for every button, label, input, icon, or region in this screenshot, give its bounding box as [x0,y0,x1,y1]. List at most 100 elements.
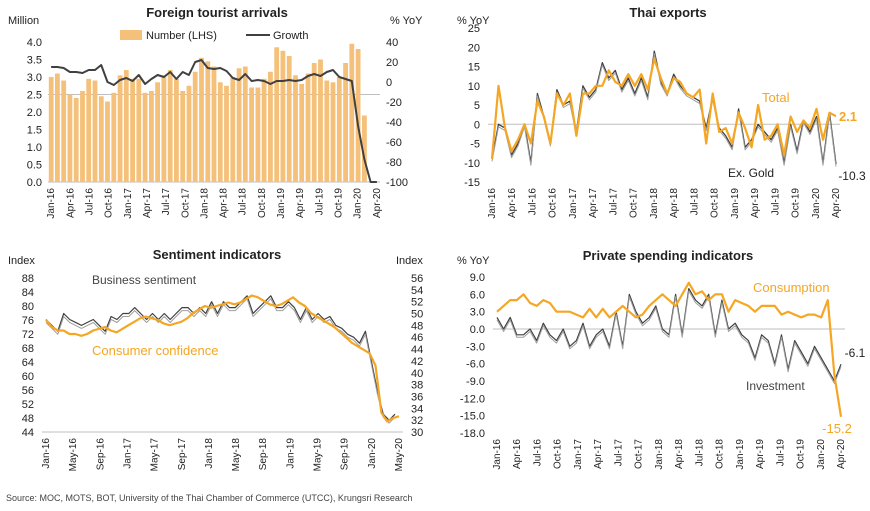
spending-x-tick-label: Jan-16 [492,439,503,470]
chart-title: Private spending indicators [583,248,754,263]
exports-x-tick-label: Jul-17 [608,188,619,216]
y-right-tick-label: 40 [386,37,398,49]
bar-number [105,101,110,182]
bar-number [186,85,192,183]
bar-number [242,66,248,182]
exports-x-tick-label: Jan-17 [568,188,579,219]
bar-number [130,78,135,183]
bar-number [255,87,261,182]
tourists-x-tick-label: Oct-17 [180,188,191,218]
bar-number [98,96,104,183]
bar-number [167,70,173,182]
tourists-x-tick-label: Jan-16 [46,188,57,219]
bar-number [155,82,160,183]
y-tick-label: 10 [468,81,480,93]
bar-number [92,80,98,182]
y-left-tick-label: 76 [22,315,34,327]
y-right-tick-label: -60 [386,137,402,149]
y-left-tick-label: 80 [22,301,34,313]
y-tick-label: 6.0 [470,289,485,301]
y-left-tick-label: 2.5 [27,90,42,102]
y-left-tick-label: 60 [22,371,34,383]
bar-number [61,80,67,182]
y-right-tick-label: 42 [411,356,423,368]
exports-x-tick-label: Oct-17 [629,188,640,218]
bar-number [117,75,123,183]
chart-thai-exports: Thai exports % YoY -15 -10 -5 0 5 10 15 20 25 Total… [435,0,870,235]
sentiment-x-tick-label: May-20 [394,438,405,472]
spending-x-tick-label: Apr-19 [755,439,766,469]
legend-growth-label: Growth [273,30,308,42]
tourists-x-tick-label: Oct-16 [104,188,115,218]
spending-x-tick-label: Apr-20 [836,439,847,469]
line-consumer-confidence [45,294,400,423]
bar-number [336,77,342,182]
bar-number [111,92,117,183]
y-left-tick-label: 88 [22,273,34,285]
y-tick-label: 3.0 [470,307,485,319]
line-investment-shadow [496,290,842,384]
y-right-tick-label: -80 [386,157,402,169]
y-left-tick-label: 3.5 [27,55,42,67]
exports-x-tick-label: Oct-16 [548,188,559,218]
spending-x-tick-label: Oct-17 [634,439,645,469]
y-tick-label: -12.0 [460,393,485,405]
chart-title: Sentiment indicators [153,247,282,262]
exports-x-tick-label: Jan-19 [730,188,741,219]
y-right-tick-label: -100 [386,177,408,189]
bar-number [55,73,60,182]
bar-number [249,87,254,182]
exports-x-tick-label: Apr-20 [831,188,842,218]
y-right-tick-label: 52 [411,297,423,309]
bar-number [67,94,73,182]
y-tick-label: 9.0 [470,272,485,284]
bar-number [123,70,129,182]
spending-x-tick-label: Jul-19 [775,439,786,467]
chart-title: Thai exports [629,5,706,20]
bar-number [343,63,348,182]
y-axis-left-label: Index [8,255,35,267]
y-right-tick-label: 20 [386,57,398,69]
y-right-tick-label: 30 [411,427,423,439]
y-left-tick-label: 2.0 [27,107,42,119]
exports-x-tick-label: Oct-18 [710,188,721,218]
y-tick-label: 20 [468,42,480,54]
spending-x-tick-label: Jan-20 [816,439,827,470]
y-tick-label: -9.0 [466,376,485,388]
sentiment-indicators-svg: Sentiment indicators Index Index 44 48 52 56 60… [8,247,423,472]
bar-number [286,56,292,182]
label-ex-gold: Ex. Gold [728,166,774,180]
label-consumer-confidence: Consumer confidence [92,343,218,358]
bar-number [199,57,204,183]
label-investment-last-value: -6.1 [845,346,866,360]
y-left-tick-label: 1.0 [27,142,42,154]
bar-number [349,43,355,183]
private-spending-svg: Private spending indicators % YoY -18.0 -15… [457,248,866,470]
exports-x-tick-label: Jan-16 [487,188,498,219]
bar-number [86,78,92,183]
spending-x-tick-label: Oct-16 [553,439,564,469]
bar-number [73,98,79,182]
y-tick-label: 0 [474,119,480,131]
bar-number [192,71,198,183]
exports-x-tick-label: Jul-18 [689,188,700,216]
y-left-tick-label: 4.0 [27,37,42,49]
y-left-tick-label: 0.5 [27,160,42,172]
spending-x-tick-label: Apr-18 [674,439,685,469]
y-tick-label: 5 [474,100,480,112]
bar-number [149,91,154,182]
sentiment-x-tick-label: Jan-18 [204,438,215,469]
spending-x-tick-label: Jul-17 [613,439,624,467]
y-tick-label: 25 [468,23,480,35]
bar-number [211,66,217,182]
bar-number [318,59,323,182]
bar-number [330,82,336,183]
sentiment-x-tick-label: Sep-17 [177,438,188,471]
bar-number [311,63,317,182]
y-tick-label: 0.0 [470,324,485,336]
legend-number-swatch [120,30,142,40]
bar-number [224,85,229,183]
bar-number [299,84,305,182]
label-investment: Investment [746,379,805,393]
spending-x-tick-label: Jan-17 [573,439,584,470]
